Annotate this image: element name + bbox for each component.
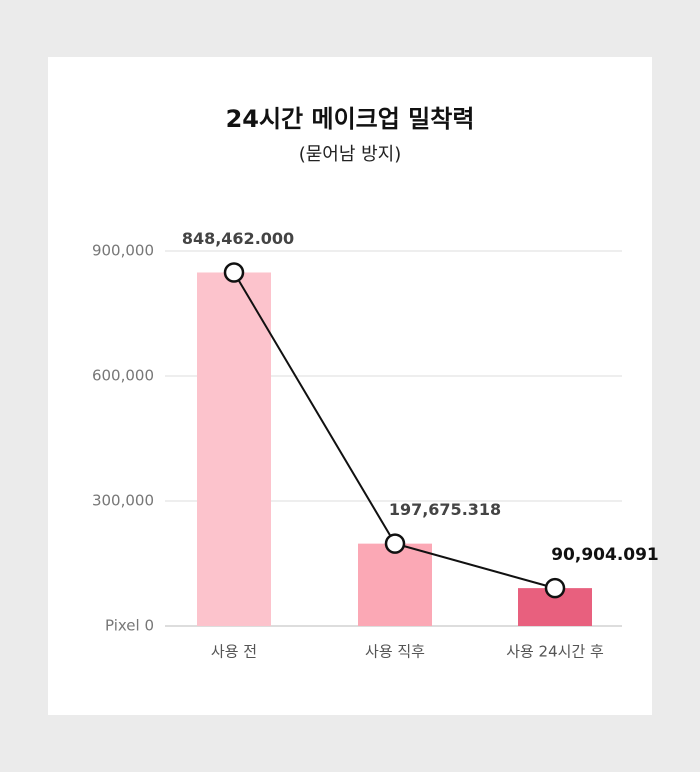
x-tick-label: 사용 직후 xyxy=(365,643,425,661)
y-tick-label: 600,000 xyxy=(92,367,154,385)
chart-subtitle: (묻어남 방지) xyxy=(299,144,402,165)
point xyxy=(544,577,566,599)
point xyxy=(384,533,406,554)
chart-title: 24시간 메이크업 밀착력 xyxy=(226,105,475,133)
y-tick-label: 300,000 xyxy=(92,492,154,510)
value-label: 197,675.318 xyxy=(389,500,501,519)
x-tick-label: 사용 24시간 후 xyxy=(506,643,604,661)
x-tick-label: 사용 전 xyxy=(211,643,257,661)
point xyxy=(223,262,245,283)
y-tick-label: 900,000 xyxy=(92,242,154,260)
y-tick-label: Pixel 0 xyxy=(105,617,154,635)
bar xyxy=(197,272,271,626)
value-label: 848,462.000 xyxy=(182,229,294,248)
bar xyxy=(358,543,432,626)
value-label: 90,904.091 xyxy=(551,545,659,565)
